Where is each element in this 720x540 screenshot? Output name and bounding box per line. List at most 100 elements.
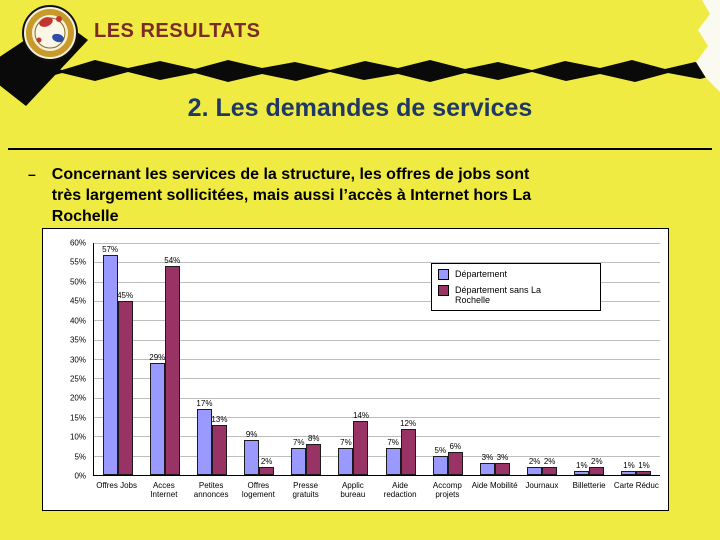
legend-label: Département [455,269,508,279]
bar-with-label: 7% [385,243,401,475]
y-tick-label: 15% [69,413,86,423]
bar-group: 7% 14% [330,243,377,475]
bar-value-label: 29% [149,352,166,362]
y-tick-label: 25% [69,374,86,384]
bar-group: 29% 54% [141,243,188,475]
x-tick-label: Offres logement [241,481,275,499]
legend-entry: Département [438,269,594,280]
gridline [94,243,660,244]
bar [589,467,605,475]
legend-entry: Département sans La Rochelle [438,285,594,305]
gridline [94,417,660,418]
bar [479,463,495,475]
bar [385,447,401,475]
bar-with-label: 6% [447,243,463,475]
bar [149,362,165,475]
x-tick-label: Journaux [525,481,559,490]
bar-with-label: 1% [636,243,652,475]
bar-group: 7% 8% [283,243,330,475]
y-tick-label: 60% [69,238,86,248]
bar-with-label: 8% [306,243,322,475]
y-tick-label: 55% [69,257,86,267]
bar [338,447,354,475]
gridline [94,359,660,360]
bar [432,455,448,475]
bar-with-label: 3% [479,243,495,475]
y-tick-label: 45% [69,296,86,306]
bar-with-label: 17% [196,243,213,475]
bar-value-label: 9% [245,430,258,440]
bar-value-label: 14% [352,410,369,420]
page-title: 2. Les demandes de services [187,94,533,122]
bar-with-label: 2% [589,243,605,475]
y-tick-label: 50% [69,277,86,287]
x-tick-label: Carte Réduc [613,481,659,490]
bar-value-label: 2% [260,457,273,467]
bar-with-label: 57% [102,243,119,475]
bar-with-label: 54% [164,243,181,475]
bar-groups: 57% 45% 29% 54% 17% 13% 9% 2% 7% 8% 7% 14% 7% 12% 5% 6%… [94,243,660,475]
bar-group: 1% 2% [566,243,613,475]
bullet-line-2: très largement sollicitées, mais aussi l… [51,187,532,204]
bar [306,444,322,475]
bar [574,471,590,475]
bar-value-label: 3% [496,453,509,463]
bar-with-label: 1% [574,243,590,475]
y-tick-label: 0% [74,471,86,481]
header-title: LES RESULTATS [94,20,261,42]
bar-group: 3% 3% [471,243,518,475]
y-tick-label: 10% [69,432,86,442]
x-tick-label: Acces Internet [150,481,178,499]
bar [636,471,652,475]
legend-label: Département sans La Rochelle [455,285,542,305]
bar-value-label: 45% [117,291,134,300]
x-tick-label: Aide Mobilité [471,481,518,490]
x-tick-label: Accomp projets [432,481,462,499]
y-tick-label: 30% [69,355,86,364]
bar-value-label: 54% [164,256,181,266]
gridline [94,339,660,341]
bar-group: 9% 2% [236,243,283,475]
gridline [94,281,660,283]
bar [527,467,543,475]
bar-with-label: 2% [527,243,543,475]
bar [102,254,118,475]
bar-chart: 60% 55% 50% 45% 40% 35% 30% 25% 20% 15% 10% 5% 0% 57… [42,228,669,511]
bar-value-label: 1% [576,461,588,471]
bar-value-label: 7% [340,437,352,447]
bar-value-label: 1% [638,461,650,471]
gridline [94,455,660,457]
bullet-dash: – [28,166,36,182]
bar-value-label: 1% [623,461,635,471]
bar [196,409,212,475]
bar-with-label: 7% [338,243,354,475]
bar-group: 17% 13% [188,243,235,475]
x-tick-label: Billetterie [572,481,606,490]
y-tick-label: 5% [74,452,86,462]
bar-value-label: 17% [196,399,213,409]
bar-value-label: 6% [449,441,462,451]
bar-with-label: 5% [432,243,448,475]
x-tick-label: Petites annonces [193,481,229,499]
bar-value-label: 5% [434,445,447,455]
bar-with-label: 2% [542,243,558,475]
bar-group: 57% 45% [94,243,141,475]
bar [291,447,307,475]
gridline [94,436,660,438]
bar-value-label: 7% [292,437,305,447]
y-tick-label: 35% [69,335,86,345]
bar [211,424,227,475]
bar-value-label: 57% [102,244,119,254]
bar-with-label: 1% [621,243,637,475]
bar-with-label: 29% [149,243,166,475]
torn-corner-white [696,0,720,92]
bar-value-label: 2% [528,457,541,467]
y-axis: 60% 55% 50% 45% 40% 35% 30% 25% 20% 15% 10% 5% 0% [43,239,91,481]
bar-with-label: 7% [291,243,307,475]
magnifying-glass-icon [22,5,78,61]
gridline [94,378,660,380]
bar-with-label: 9% [244,243,260,475]
bar [542,467,558,475]
bar-value-label: 7% [387,437,399,447]
bullet-text: Concernant les services de la structure,… [52,164,531,227]
